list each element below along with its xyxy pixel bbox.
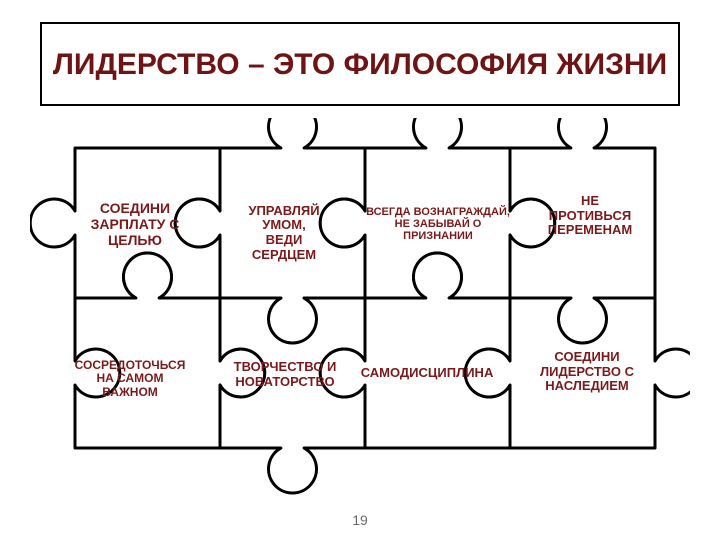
title-text: ЛИДЕРСТВО – ЭТО ФИЛОСОФИЯ ЖИЗНИ bbox=[53, 48, 667, 81]
piece-label: НЕ ПРОТИВЬСЯ ПЕРЕМЕНАМ bbox=[540, 166, 640, 266]
piece-label: СОЕДИНИ ЛИДЕРСТВО С НАСЛЕДИЕМ bbox=[522, 332, 652, 412]
title-box: ЛИДЕРСТВО – ЭТО ФИЛОСОФИЯ ЖИЗНИ bbox=[40, 22, 680, 106]
piece-label: УПРАВЛЯЙ УМОМ, ВЕДИ СЕРДЦЕМ bbox=[246, 174, 322, 292]
piece-label: САМОДИСЦИПЛИНА bbox=[396, 318, 458, 428]
puzzle-stage: СОЕДИНИ ЗАРПЛАТУ С ЦЕЛЬЮ УПРАВЛЯЙ УМОМ, В… bbox=[30, 118, 690, 498]
page-number: 19 bbox=[0, 512, 720, 528]
piece-label: СОСРЕДОТОЧЬСЯ НА САМОМ ВАЖНОМ bbox=[80, 324, 180, 434]
piece-label: ТВОРЧЕСТВО И НОВАТОРСТВО bbox=[210, 350, 360, 400]
piece-label: ВСЕГДА ВОЗНАГРАЖДАЙ, НЕ ЗАБЫВАЙ О ПРИЗНА… bbox=[366, 176, 510, 272]
piece-label: СОЕДИНИ ЗАРПЛАТУ С ЦЕЛЬЮ bbox=[80, 190, 190, 260]
